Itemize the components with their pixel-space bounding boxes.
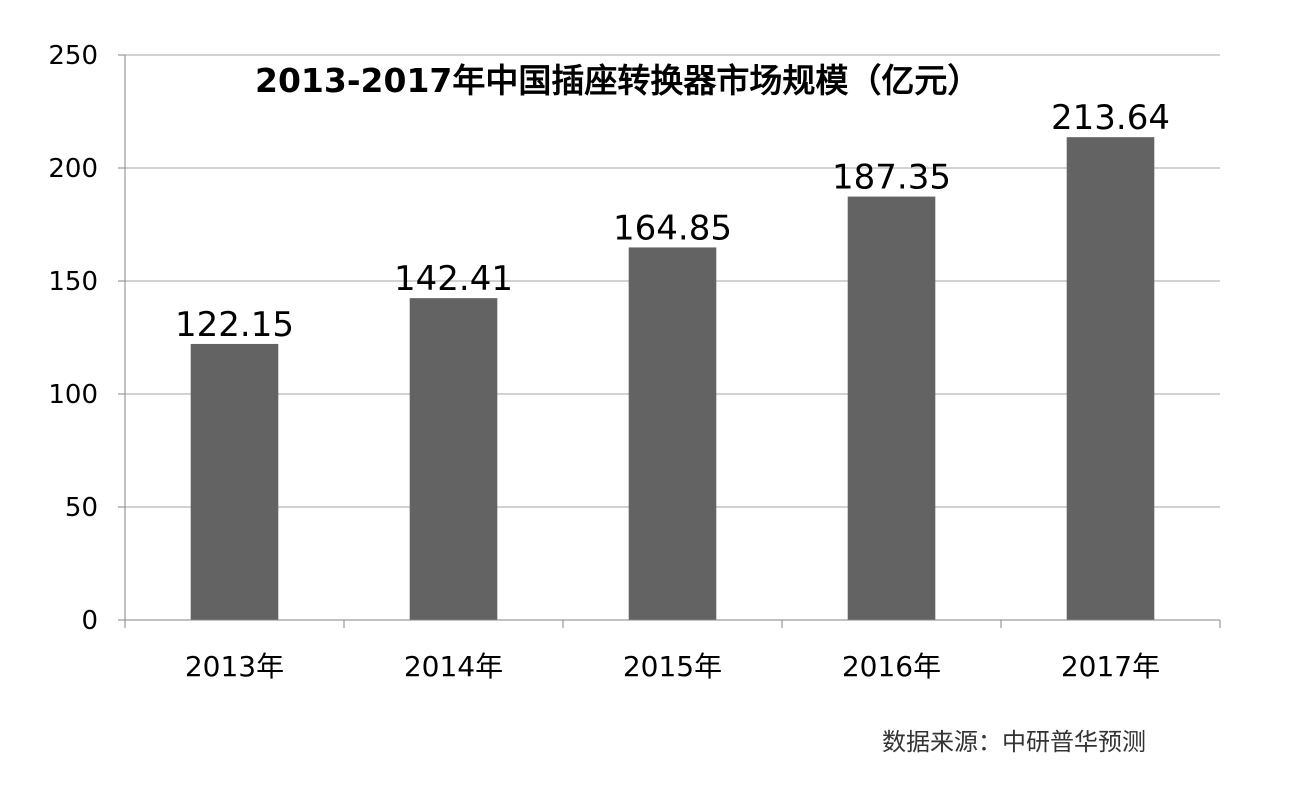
bar [409, 298, 498, 620]
x-tick-label: 2013年 [185, 650, 284, 683]
bars [190, 137, 1155, 621]
x-tick-label: 2016年 [842, 650, 941, 683]
bar [1066, 137, 1155, 621]
x-tick-label: 2017年 [1061, 650, 1160, 683]
bar [847, 196, 936, 621]
data-label: 142.41 [394, 259, 513, 299]
data-label: 122.15 [175, 305, 294, 345]
y-tick-label: 50 [65, 493, 98, 523]
bar [628, 247, 717, 620]
y-tick-label: 150 [48, 267, 98, 297]
y-tick-label: 200 [48, 154, 98, 184]
labels: 0 50 100 150 200 250 122.15 2013年 142.41 2014年 164… [48, 41, 1170, 683]
bar [190, 343, 279, 620]
data-label: 213.64 [1051, 98, 1170, 138]
axes [118, 54, 1221, 628]
data-label: 164.85 [613, 208, 732, 248]
y-tick-label: 0 [81, 606, 98, 636]
chart-title: 2013-2017年中国插座转换器市场规模（亿元） [255, 61, 980, 100]
y-tick-label: 250 [48, 41, 98, 71]
source-note: 数据来源：中研普华预测 [882, 728, 1146, 756]
y-tick-label: 100 [48, 380, 98, 410]
x-tick-label: 2014年 [404, 650, 503, 683]
x-tick-label: 2015年 [623, 650, 722, 683]
data-label: 187.35 [832, 158, 951, 198]
